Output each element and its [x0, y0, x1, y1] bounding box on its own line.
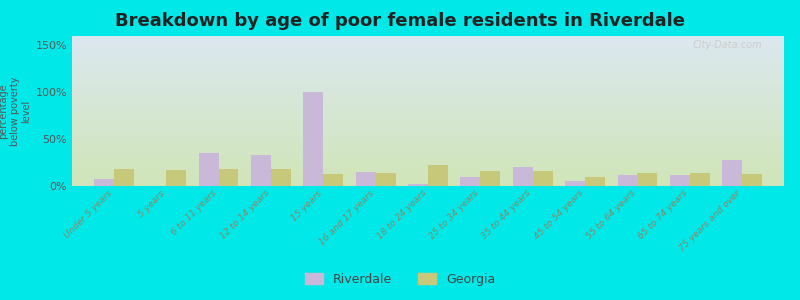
Text: Breakdown by age of poor female residents in Riverdale: Breakdown by age of poor female resident…	[115, 12, 685, 30]
Bar	[271, 169, 291, 186]
Bar	[356, 172, 376, 186]
Text: City-Data.com: City-Data.com	[693, 40, 762, 50]
Bar	[670, 175, 690, 186]
Bar	[638, 173, 658, 186]
Bar	[690, 173, 710, 186]
Bar	[303, 92, 323, 186]
Legend: Riverdale, Georgia: Riverdale, Georgia	[299, 268, 501, 291]
Bar	[585, 177, 605, 186]
Bar	[94, 178, 114, 186]
Bar	[533, 171, 553, 186]
Bar	[198, 153, 218, 186]
Bar	[461, 177, 480, 186]
Bar	[218, 169, 238, 186]
Y-axis label: percentage
below poverty
level: percentage below poverty level	[0, 76, 31, 146]
Bar	[114, 169, 134, 186]
Bar	[722, 160, 742, 186]
Bar	[428, 165, 448, 186]
Bar	[480, 171, 500, 186]
Bar	[408, 184, 428, 186]
Bar	[742, 174, 762, 186]
Bar	[513, 167, 533, 186]
Bar	[166, 170, 186, 186]
Bar	[618, 175, 638, 186]
Bar	[323, 174, 343, 186]
Bar	[376, 173, 395, 186]
Bar	[565, 181, 585, 186]
Bar	[251, 155, 271, 186]
